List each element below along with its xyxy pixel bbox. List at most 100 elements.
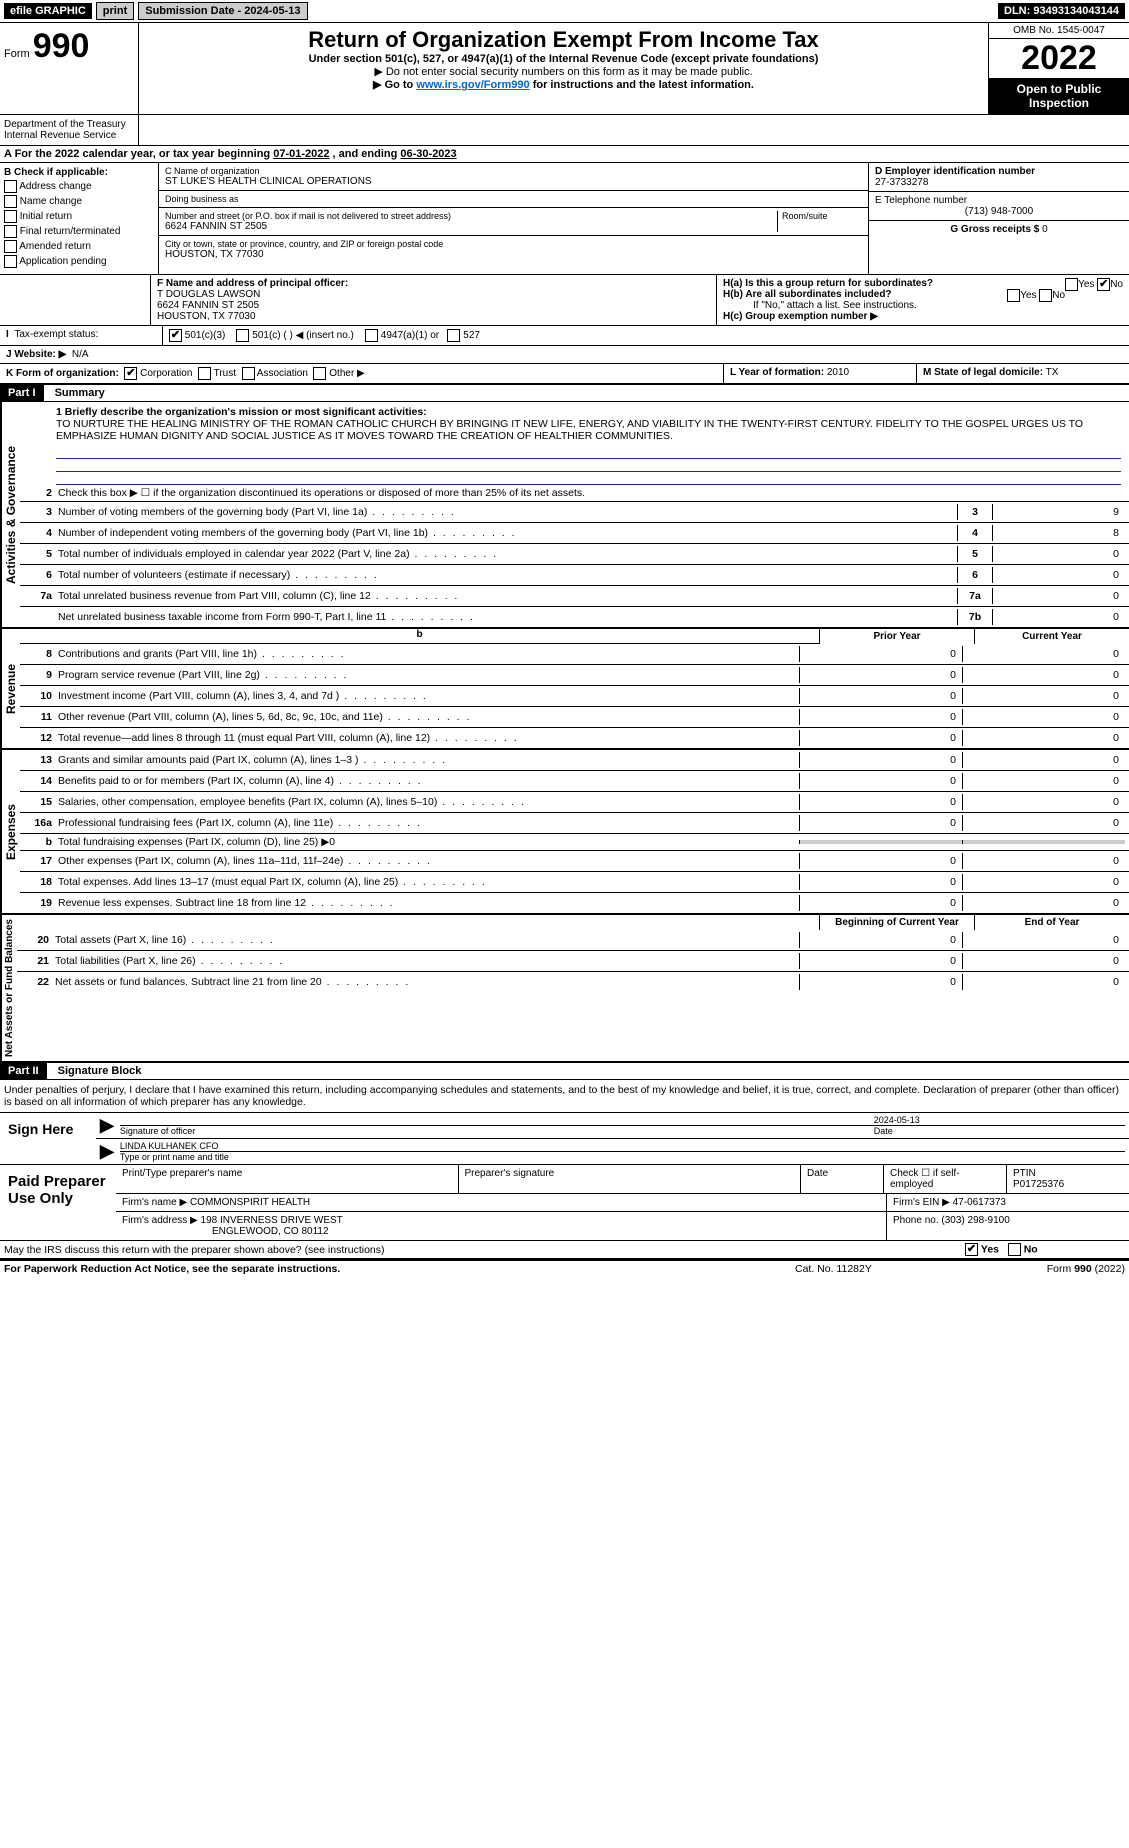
dept-row: Department of the Treasury Internal Reve… (0, 115, 1129, 146)
sig-name-label: Type or print name and title (120, 1152, 229, 1162)
formorg-opt0: Corporation (140, 368, 192, 379)
check-amended[interactable]: Amended return (4, 240, 154, 253)
hb-no-label: No (1052, 290, 1065, 301)
revenue-vlabel: Revenue (0, 629, 20, 748)
exempt-4947-check[interactable] (365, 329, 378, 342)
discuss-yes-check[interactable] (965, 1243, 978, 1256)
footer-cat: Cat. No. 11282Y (795, 1263, 975, 1275)
check-name-change[interactable]: Name change (4, 195, 154, 208)
tel-label: E Telephone number (875, 195, 967, 206)
rev-header: b Prior Year Current Year (20, 629, 1129, 644)
check-heading: B Check if applicable: (4, 167, 108, 178)
main-title: Return of Organization Exempt From Incom… (143, 27, 984, 53)
gov-line: Net unrelated business taxable income fr… (20, 607, 1129, 627)
website-label: J Website: ▶ (6, 349, 66, 360)
formorg-corp-check[interactable] (124, 367, 137, 380)
declaration: Under penalties of perjury, I declare th… (0, 1080, 1129, 1112)
check-address-change[interactable]: Address change (4, 180, 154, 193)
org-city: HOUSTON, TX 77030 (165, 249, 862, 260)
principal-name: T DOUGLAS LAWSON (157, 289, 260, 300)
formorg-other-check[interactable] (313, 367, 326, 380)
ha-no-label: No (1110, 279, 1123, 290)
note2-pre: ▶ Go to (373, 79, 416, 91)
check-applicable: B Check if applicable: Address change Na… (0, 163, 159, 274)
part1-header-row: Part I Summary (0, 385, 1129, 402)
begin-year-label: Beginning of Current Year (819, 915, 974, 930)
hc-label: H(c) Group exemption number ▶ (723, 311, 878, 322)
org-addr: 6624 FANNIN ST 2505 (165, 221, 777, 232)
part2-title: Signature Block (50, 1065, 142, 1077)
note2-post: for instructions and the latest informat… (530, 79, 754, 91)
mission-text: TO NURTURE THE HEALING MINISTRY OF THE R… (56, 418, 1083, 442)
title-box: Return of Organization Exempt From Incom… (139, 23, 988, 114)
hb-yes-label: Yes (1020, 290, 1036, 301)
line1-label: 1 Briefly describe the organization's mi… (56, 406, 427, 418)
paid-h3: Date (801, 1165, 884, 1193)
part1-header: Part I (0, 385, 44, 401)
exempt-opt3: 4947(a)(1) or (381, 330, 439, 341)
ha-no-check[interactable] (1097, 278, 1110, 291)
efile-topbar: efile GRAPHIC print Submission Date - 20… (0, 0, 1129, 23)
note-link: ▶ Go to www.irs.gov/Form990 for instruct… (143, 78, 984, 91)
ha-yes-check[interactable] (1065, 278, 1078, 291)
check-final-return[interactable]: Final return/terminated (4, 225, 154, 238)
formorg-state: TX (1046, 367, 1059, 378)
prior-year-label: Prior Year (819, 629, 974, 644)
hb-no-check[interactable] (1039, 289, 1052, 302)
form-number: 990 (33, 27, 90, 65)
section-b-c-d: B Check if applicable: Address change Na… (0, 163, 1129, 275)
period-end: 06-30-2023 (400, 148, 456, 160)
gov-line: 4Number of independent voting members of… (20, 523, 1129, 544)
check-initial-return[interactable]: Initial return (4, 210, 154, 223)
discuss-no-check[interactable] (1008, 1243, 1021, 1256)
ptin-label: PTIN (1013, 1168, 1036, 1179)
netassets-section: Net Assets or Fund Balances Beginning of… (0, 915, 1129, 1063)
sig-date: 2024-05-13 (874, 1115, 920, 1125)
exempt-501c-check[interactable] (236, 329, 249, 342)
sig-date-label: Date (874, 1126, 893, 1136)
formorg-row: K Form of organization: Corporation Trus… (0, 364, 1129, 385)
principal-addr2: HOUSTON, TX 77030 (157, 311, 256, 322)
room-label: Room/suite (782, 211, 862, 221)
discuss-q: May the IRS discuss this return with the… (4, 1244, 965, 1256)
ha-label: H(a) Is this a group return for subordin… (723, 278, 933, 289)
firm-addr-label: Firm's address ▶ (122, 1215, 198, 1226)
net-header: Beginning of Current Year End of Year (17, 915, 1129, 930)
omb-number: OMB No. 1545-0047 (989, 23, 1129, 39)
gross-value: 0 (1042, 224, 1048, 235)
firm-ein-label: Firm's EIN ▶ (893, 1197, 950, 1208)
sign-block: Sign Here ▶ Signature of officer 2024-05… (0, 1112, 1129, 1165)
formorg-assoc-check[interactable] (242, 367, 255, 380)
firm-addr1: 198 INVERNESS DRIVE WEST (201, 1215, 343, 1226)
exempt-opt1: 501(c)(3) (185, 330, 226, 341)
right-info-col: D Employer identification number 27-3733… (868, 163, 1129, 274)
dba-label: Doing business as (165, 194, 862, 204)
subtitle: Under section 501(c), 527, or 4947(a)(1)… (143, 53, 984, 65)
exempt-501c3-check[interactable] (169, 329, 182, 342)
dept-treasury: Department of the Treasury Internal Reve… (0, 115, 139, 145)
chk-lbl-4: Amended return (19, 241, 91, 252)
website-row: J Website: ▶ N/A (0, 346, 1129, 364)
part2-header: Part II (0, 1063, 47, 1079)
formorg-trust-check[interactable] (198, 367, 211, 380)
exempt-label: Tax-exempt status: (14, 329, 98, 340)
irs-link[interactable]: www.irs.gov/Form990 (416, 79, 529, 91)
expenses-vlabel: Expenses (0, 750, 20, 913)
firm-label: Firm's name ▶ (122, 1197, 187, 1208)
summary-line: 15Salaries, other compensation, employee… (20, 792, 1129, 813)
netassets-vlabel: Net Assets or Fund Balances (0, 915, 17, 1061)
underline-3 (56, 472, 1121, 485)
principal-row: F Name and address of principal officer:… (0, 275, 1129, 326)
formorg-opt3: Other ▶ (329, 368, 364, 379)
hb-yes-check[interactable] (1007, 289, 1020, 302)
summary-line: 20Total assets (Part X, line 16)00 (17, 930, 1129, 951)
print-button[interactable]: print (96, 2, 134, 20)
exempt-527-check[interactable] (447, 329, 460, 342)
year-box: OMB No. 1545-0047 2022 Open to Public In… (988, 23, 1129, 114)
sig-name: LINDA KULHANEK CFO (120, 1141, 219, 1151)
chk-lbl-5: Application pending (19, 256, 106, 267)
period-row: A For the 2022 calendar year, or tax yea… (0, 146, 1129, 163)
sig-officer-label: Signature of officer (120, 1126, 195, 1136)
footer-row: For Paperwork Reduction Act Notice, see … (0, 1260, 1129, 1277)
check-application-pending[interactable]: Application pending (4, 255, 154, 268)
